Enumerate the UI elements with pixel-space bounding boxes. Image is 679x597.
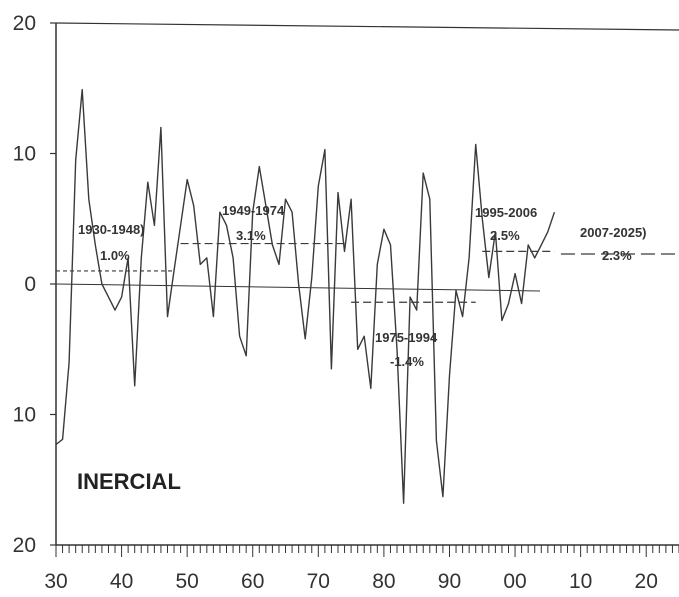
period-value-label: -1.4% [390,354,424,369]
chart-axes [50,22,679,546]
period-value-label: 3.1% [236,228,266,243]
y-tick-label: 10 [13,404,36,427]
y-tick-label: 20 [13,12,36,35]
period-value-label: 1.0% [100,248,130,263]
x-tick-label: 20 [635,570,658,593]
x-minor-ticks [55,545,679,557]
period-value-label: 2.3% [602,248,632,263]
series-line [55,88,556,504]
period-value-label: 2.5% [490,228,520,243]
x-tick-label: 40 [110,570,133,593]
period-label: 1930-1948) [78,222,145,237]
chart-label: INERCIAL [77,469,181,494]
period-label: 1975-1994 [375,330,438,345]
period-label: 1995-2006 [475,205,537,220]
period-average-lines [56,242,679,303]
x-tick-label: 80 [372,570,395,593]
y-tick-label: 20 [13,534,36,557]
y-tick-labels: 20 10 0 10 20 [13,12,36,557]
x-tick-label: 10 [569,570,592,593]
period-annotations: 1930-1948) 1.0% 1949-1974 3.1% 1975-1994… [78,203,647,369]
zero-line [55,283,541,292]
x-tick-labels: 30 40 50 60 70 80 90 00 10 20 [44,570,658,593]
top-frame-line [55,22,679,31]
x-tick-label: 50 [175,570,198,593]
x-tick-label: 30 [44,570,67,593]
x-tick-label: 70 [307,570,330,593]
period-label: 1949-1974 [222,203,285,218]
y-tick-label: 0 [24,273,36,296]
x-tick-label: 00 [503,570,526,593]
period-label: 2007-2025) [580,225,647,240]
y-tick-label: 10 [13,143,36,166]
x-tick-label: 90 [438,570,461,593]
x-tick-label: 60 [241,570,264,593]
